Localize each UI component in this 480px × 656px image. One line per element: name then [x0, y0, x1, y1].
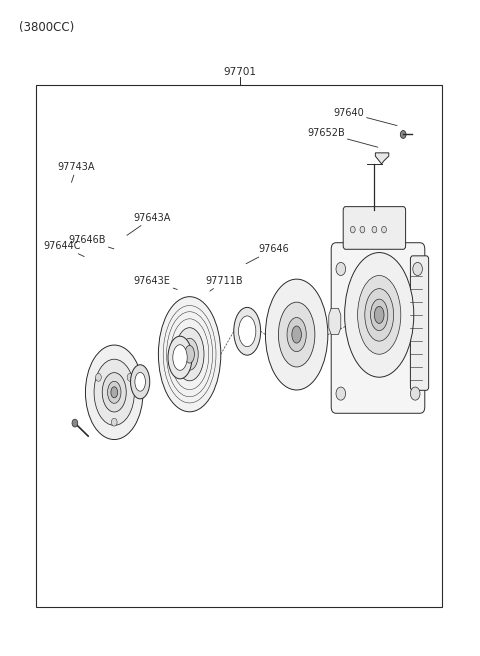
Bar [36, 85, 442, 607]
Text: 97644C: 97644C [43, 241, 84, 256]
Circle shape [400, 131, 406, 138]
Ellipse shape [278, 302, 315, 367]
Ellipse shape [185, 345, 194, 363]
Ellipse shape [135, 373, 145, 391]
Text: (3800CC): (3800CC) [19, 21, 74, 34]
Ellipse shape [358, 276, 401, 354]
Text: 97711B: 97711B [205, 276, 243, 291]
Circle shape [360, 226, 365, 233]
Ellipse shape [371, 299, 388, 331]
Circle shape [111, 419, 117, 426]
Ellipse shape [287, 318, 306, 352]
Polygon shape [329, 308, 341, 335]
Ellipse shape [265, 279, 328, 390]
FancyBboxPatch shape [410, 256, 429, 390]
Circle shape [350, 226, 355, 233]
Text: 97743A: 97743A [58, 162, 95, 182]
Circle shape [382, 226, 386, 233]
FancyBboxPatch shape [331, 243, 425, 413]
Ellipse shape [175, 328, 204, 380]
FancyBboxPatch shape [343, 207, 406, 249]
Ellipse shape [365, 289, 394, 341]
Text: 97652B: 97652B [307, 128, 378, 147]
Polygon shape [375, 153, 389, 164]
Circle shape [410, 387, 420, 400]
Circle shape [336, 387, 346, 400]
Circle shape [372, 226, 377, 233]
Ellipse shape [239, 316, 256, 346]
Text: 97646B: 97646B [68, 235, 114, 249]
Ellipse shape [292, 326, 301, 343]
Text: 97640: 97640 [333, 108, 397, 125]
Ellipse shape [345, 253, 414, 377]
Circle shape [127, 373, 133, 381]
Text: 97643A: 97643A [127, 213, 171, 236]
Ellipse shape [94, 359, 134, 425]
Circle shape [336, 262, 346, 276]
Ellipse shape [168, 336, 192, 379]
Circle shape [72, 419, 78, 427]
Ellipse shape [181, 338, 198, 370]
Ellipse shape [131, 365, 150, 399]
Ellipse shape [102, 373, 126, 412]
Ellipse shape [108, 381, 121, 403]
Ellipse shape [374, 306, 384, 323]
Circle shape [413, 262, 422, 276]
Circle shape [96, 373, 101, 381]
Text: 97701: 97701 [224, 67, 256, 77]
Ellipse shape [158, 297, 221, 412]
Ellipse shape [85, 345, 143, 440]
Ellipse shape [234, 308, 261, 355]
Ellipse shape [173, 345, 187, 370]
Ellipse shape [111, 387, 118, 398]
Text: 97646: 97646 [246, 244, 289, 264]
Text: 97643E: 97643E [133, 276, 177, 289]
